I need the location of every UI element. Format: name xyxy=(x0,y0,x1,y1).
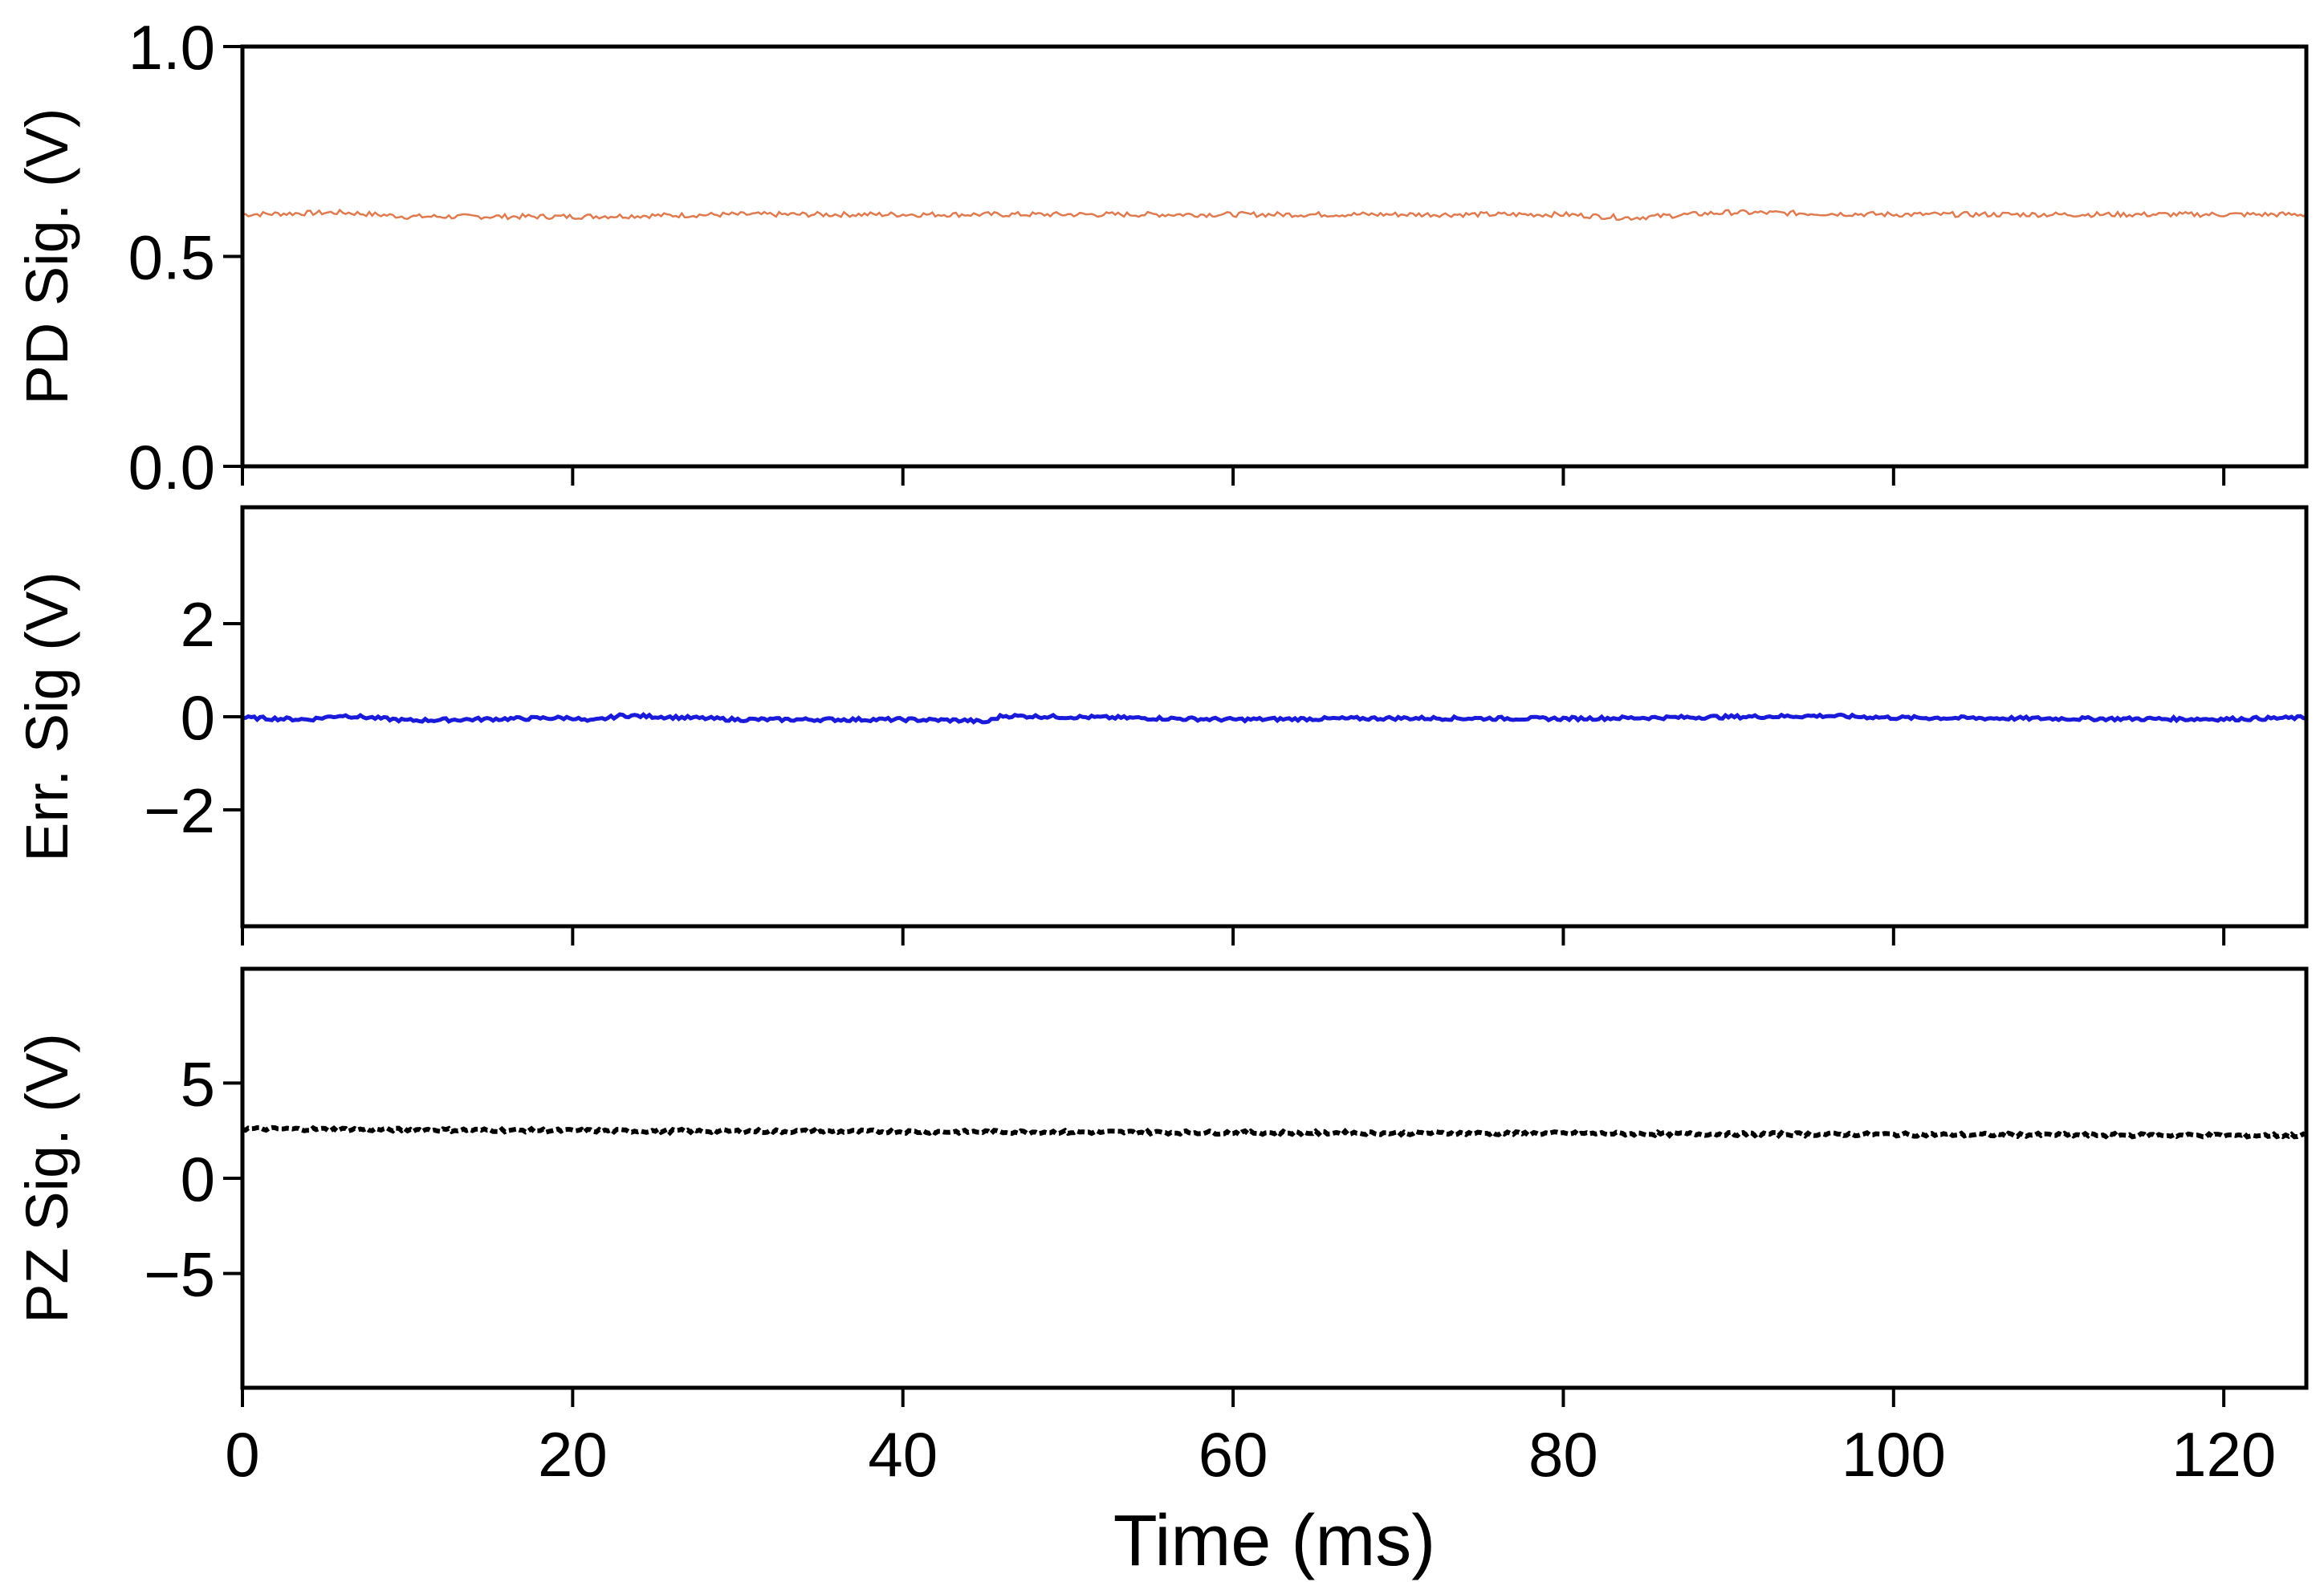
x-tick-label: 80 xyxy=(1528,1419,1598,1490)
x-tick-label: 60 xyxy=(1199,1419,1268,1490)
y-axis-label: Err. Sig (V) xyxy=(14,571,80,862)
y-axis-label: PZ Sig. (V) xyxy=(14,1033,80,1324)
series-line-2-1 xyxy=(242,712,2306,725)
y-tick-label: 2 xyxy=(181,589,215,660)
y-tick-label: 0 xyxy=(181,1144,215,1214)
x-tick-label: 120 xyxy=(2171,1419,2276,1490)
y-axis-label: PD Sig. (V) xyxy=(14,108,80,405)
series-line-1-1 xyxy=(242,208,2306,222)
y-tick-label: −5 xyxy=(144,1239,215,1310)
y-tick-label: 1.0 xyxy=(128,12,215,83)
y-tick-label: 5 xyxy=(181,1048,215,1119)
panel-3: −5 0 5 0 20 40 60 80 100 120 PZ Sig. (V) Time (ms) xyxy=(14,966,2309,1581)
y-tick-label: 0.0 xyxy=(128,432,215,502)
series-line-3-1 xyxy=(242,1124,2306,1140)
x-tick-label: 20 xyxy=(538,1419,608,1490)
panels: 0.0 0.5 1.0 PD Sig. (V) −2 0 2 Err. Sig (V) −5 0 5… xyxy=(14,12,2309,1581)
panel-1: 0.0 0.5 1.0 PD Sig. (V) xyxy=(14,12,2309,502)
x-tick-label: 0 xyxy=(225,1419,259,1490)
y-tick-label: 0 xyxy=(181,682,215,753)
panel-2: −2 0 2 Err. Sig (V) xyxy=(14,505,2309,946)
plot-frame xyxy=(240,966,2309,1390)
x-axis-label: Time (ms) xyxy=(1113,1501,1436,1581)
x-tick-label: 40 xyxy=(868,1419,938,1490)
x-tick-label: 100 xyxy=(1842,1419,1946,1490)
y-tick-label: −2 xyxy=(144,775,215,846)
y-tick-label: 0.5 xyxy=(128,222,215,293)
plot-frame xyxy=(240,44,2309,469)
